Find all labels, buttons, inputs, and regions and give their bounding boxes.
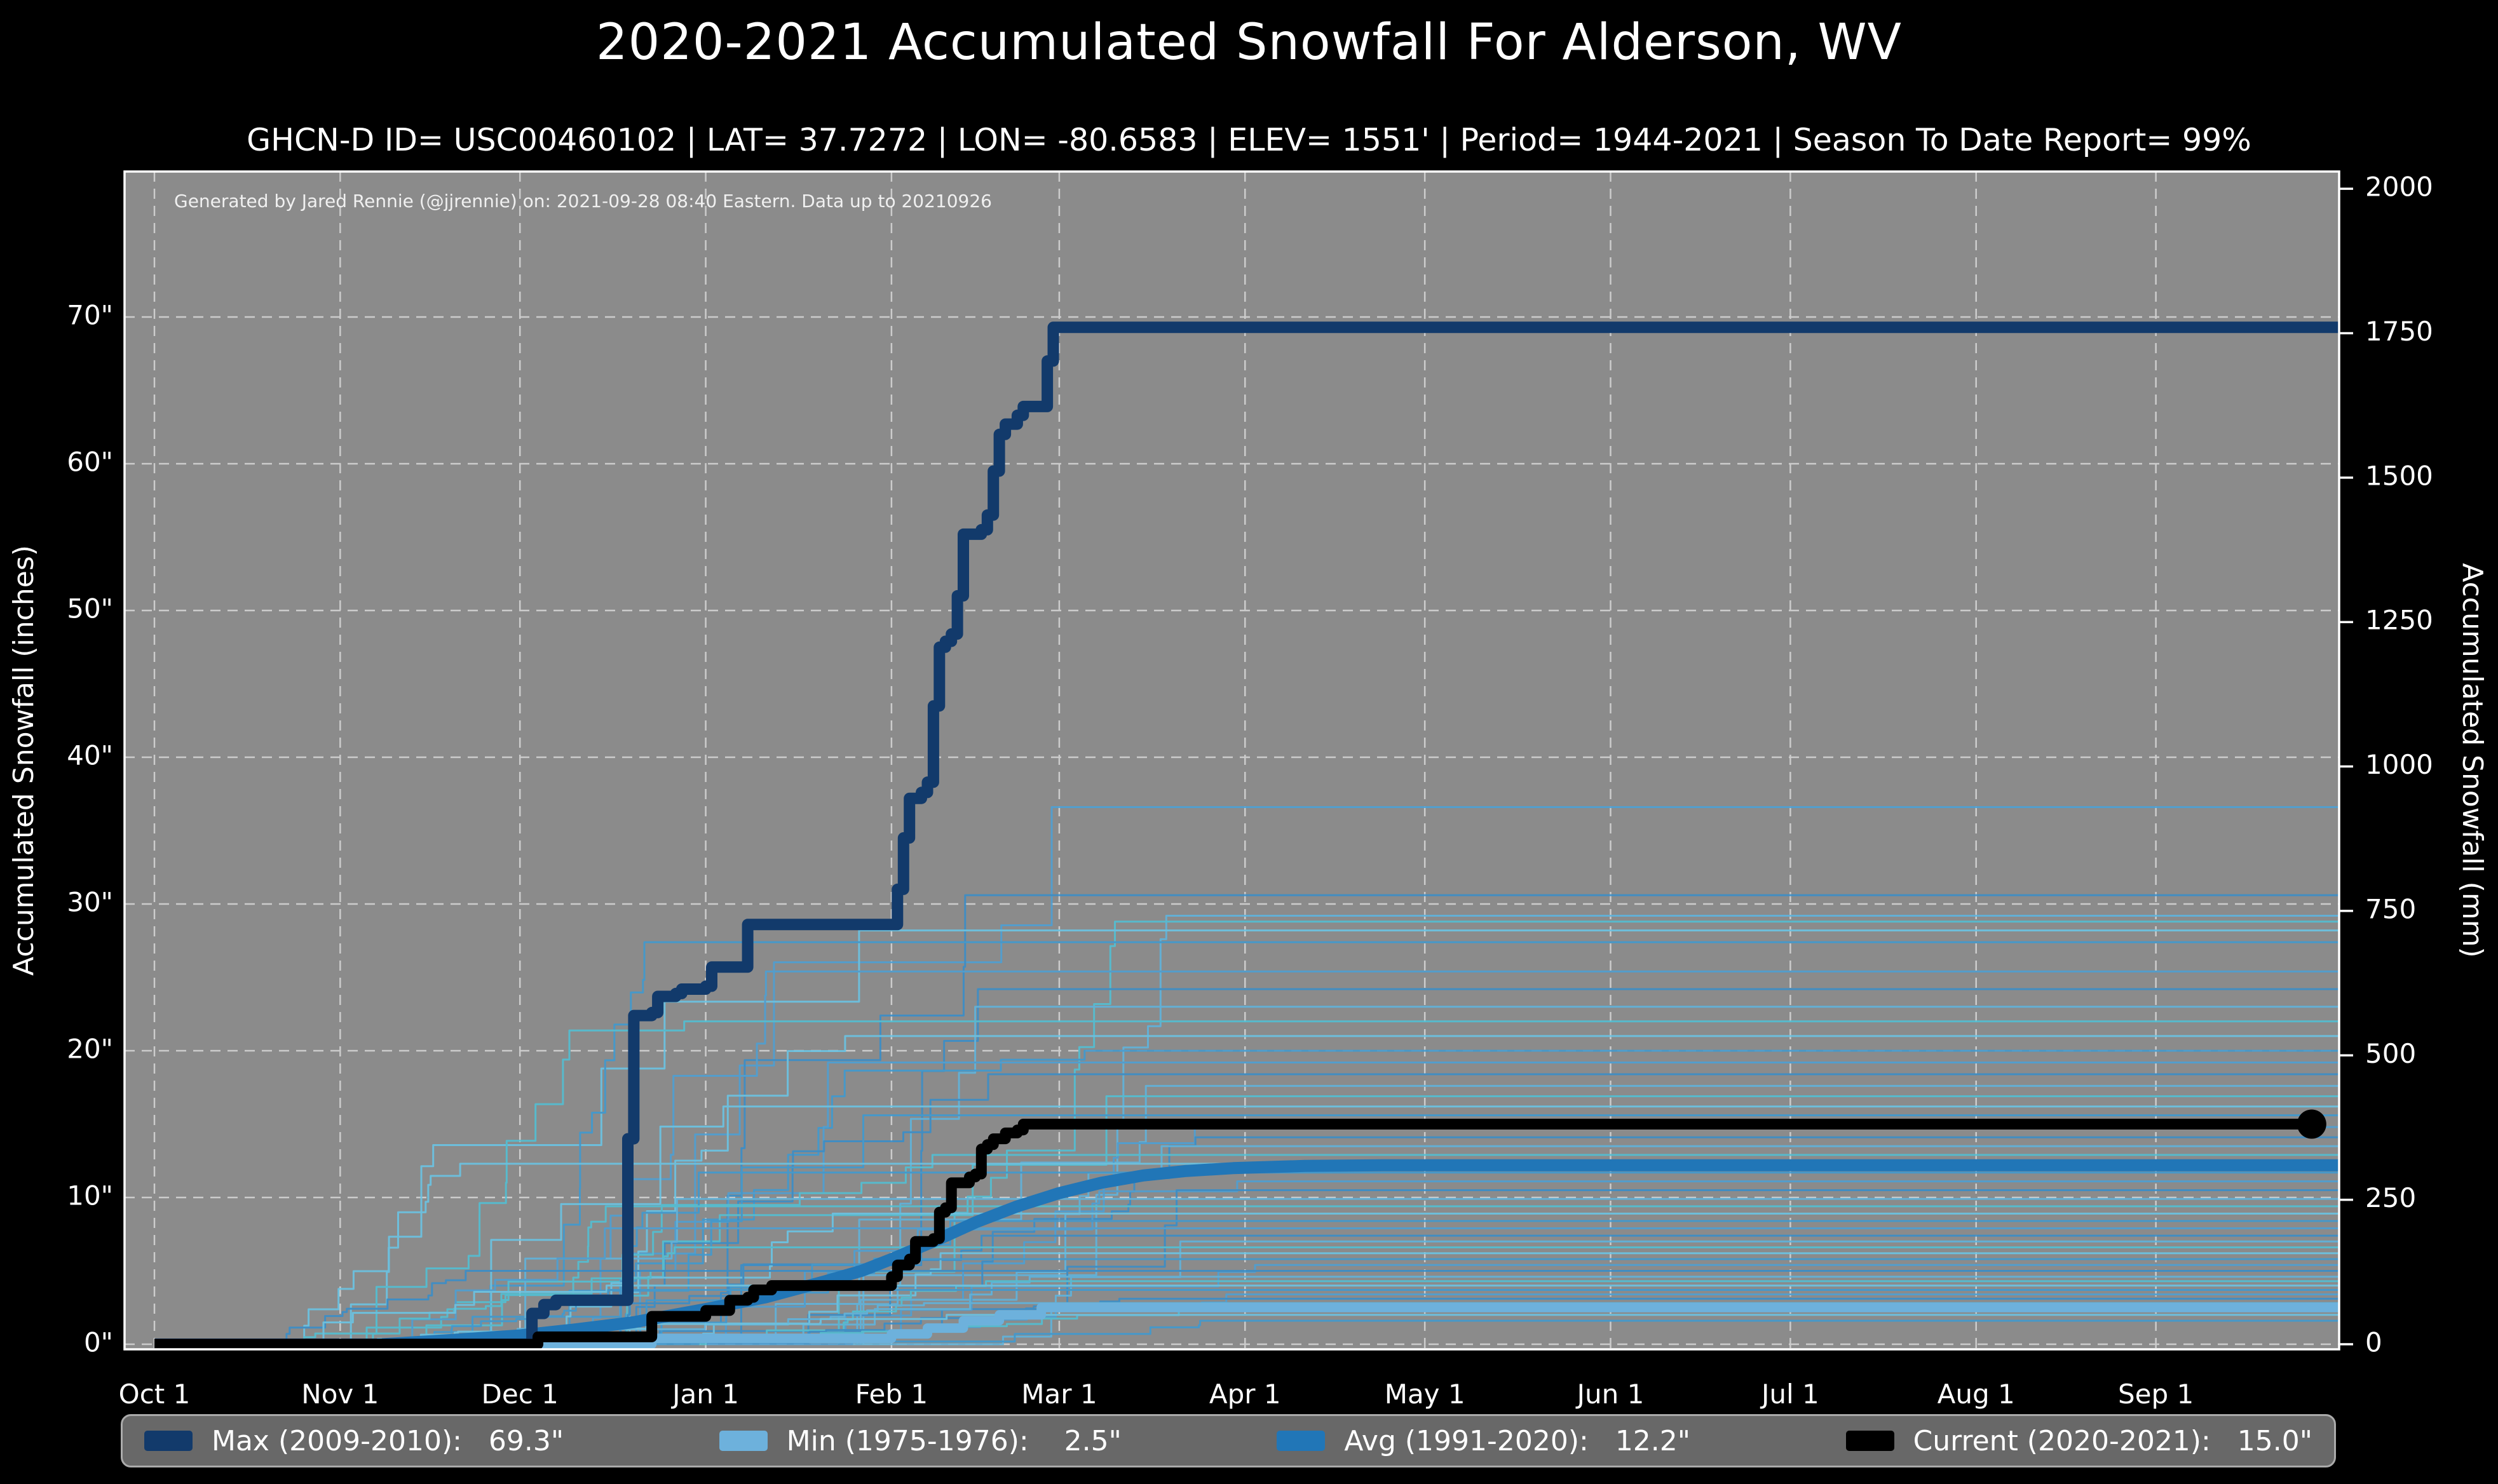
x-tick-label: Nov 1 bbox=[301, 1379, 379, 1410]
y-right-tick-label: 1500 bbox=[2365, 460, 2433, 491]
chart-subtitle: GHCN-D ID= USC00460102 | LAT= 37.7272 | … bbox=[247, 122, 2251, 158]
x-tick-label: Aug 1 bbox=[1938, 1379, 2015, 1410]
y-right-tick-label: 750 bbox=[2365, 893, 2416, 924]
y-left-axis-title: Accumulated Snowfall (inches) bbox=[8, 545, 40, 976]
y-left-tick-label: 50" bbox=[67, 593, 113, 624]
y-right-tick-label: 0 bbox=[2365, 1327, 2382, 1358]
legend-label-0: Max (2009-2010): 69.3" bbox=[212, 1424, 564, 1457]
gridlines bbox=[125, 172, 2339, 1349]
x-tick-label: Oct 1 bbox=[119, 1379, 191, 1410]
y-right-tick-label: 2000 bbox=[2365, 172, 2433, 203]
credit-annotation: Generated by Jared Rennie (@jjrennie) on… bbox=[174, 191, 992, 212]
y-left-tick-label: 40" bbox=[67, 740, 113, 771]
series-current-line bbox=[154, 1119, 2312, 1349]
y-right-tick-label: 1000 bbox=[2365, 749, 2433, 780]
y-left-tick-label: 10" bbox=[67, 1180, 113, 1211]
x-tick-label: Feb 1 bbox=[855, 1379, 928, 1410]
season-line bbox=[154, 1073, 2339, 1346]
series-current-end-marker bbox=[2297, 1109, 2326, 1139]
series-min-line bbox=[154, 1302, 2339, 1349]
y-left-tick-label: 70" bbox=[67, 300, 113, 331]
y-right-tick-label: 500 bbox=[2365, 1038, 2416, 1069]
x-tick-label: May 1 bbox=[1385, 1379, 1465, 1410]
chart-title: 2020-2021 Accumulated Snowfall For Alder… bbox=[596, 14, 1902, 71]
y-left-tick-label: 0" bbox=[84, 1327, 113, 1358]
plot-border bbox=[123, 170, 2340, 1351]
x-tick-label: Jun 1 bbox=[1575, 1379, 1645, 1410]
legend-entry-0: Max (2009-2010): 69.3" bbox=[144, 1425, 564, 1457]
legend-swatch-3 bbox=[1845, 1431, 1894, 1451]
plot-area bbox=[125, 172, 2339, 1349]
x-tick-label: Dec 1 bbox=[482, 1379, 559, 1410]
season-line bbox=[154, 1020, 2339, 1346]
legend-label-3: Current (2020-2021): 15.0" bbox=[1913, 1424, 2312, 1457]
series-max-line bbox=[154, 321, 2339, 1349]
season-line bbox=[154, 1319, 2339, 1346]
season-line bbox=[154, 1246, 2339, 1346]
season-line bbox=[154, 1264, 2339, 1346]
y-left-tick-label: 20" bbox=[67, 1034, 113, 1065]
x-tick-label: Mar 1 bbox=[1021, 1379, 1097, 1410]
legend-label-1: Min (1975-1976): 2.5" bbox=[786, 1424, 1122, 1457]
season-line bbox=[154, 1270, 2339, 1346]
y-right-axis-title: Accumulated Snowfall (mm) bbox=[2456, 563, 2488, 957]
legend-label-2: Avg (1991-2020): 12.2" bbox=[1344, 1424, 1691, 1457]
legend-entry-3: Current (2020-2021): 15.0" bbox=[1845, 1424, 2312, 1457]
series-group bbox=[154, 321, 2339, 1349]
legend-swatch-2 bbox=[1277, 1431, 1326, 1451]
season-line bbox=[154, 1163, 2339, 1346]
y-left-tick-label: 60" bbox=[67, 447, 113, 478]
x-tick-label: Jul 1 bbox=[1760, 1379, 1819, 1410]
y-left-tick-label: 30" bbox=[67, 887, 113, 918]
x-tick-label: Apr 1 bbox=[1209, 1379, 1281, 1410]
legend-swatch-1 bbox=[719, 1431, 768, 1451]
legend-swatch-0 bbox=[144, 1431, 193, 1451]
axis-labels: Oct 1 Nov 1 Dec 1 Jan 1 Feb 1 Mar 1 Apr 1 May 1… bbox=[8, 172, 2488, 1410]
y-right-tick-label: 1750 bbox=[2365, 316, 2433, 347]
y-right-ticks bbox=[2339, 187, 2353, 1346]
legend-entry-2: Avg (1991-2020): 12.2" bbox=[1277, 1425, 1690, 1457]
y-right-tick-label: 250 bbox=[2365, 1182, 2416, 1213]
legend: Max (2009-2010): 69.3" Min (1975-1976): 2… bbox=[121, 1414, 2336, 1467]
x-tick-label: Sep 1 bbox=[2118, 1379, 2194, 1410]
y-right-tick-label: 1250 bbox=[2365, 605, 2433, 636]
x-tick-label: Jan 1 bbox=[670, 1379, 739, 1410]
legend-entry-1: Min (1975-1976): 2.5" bbox=[719, 1425, 1122, 1457]
